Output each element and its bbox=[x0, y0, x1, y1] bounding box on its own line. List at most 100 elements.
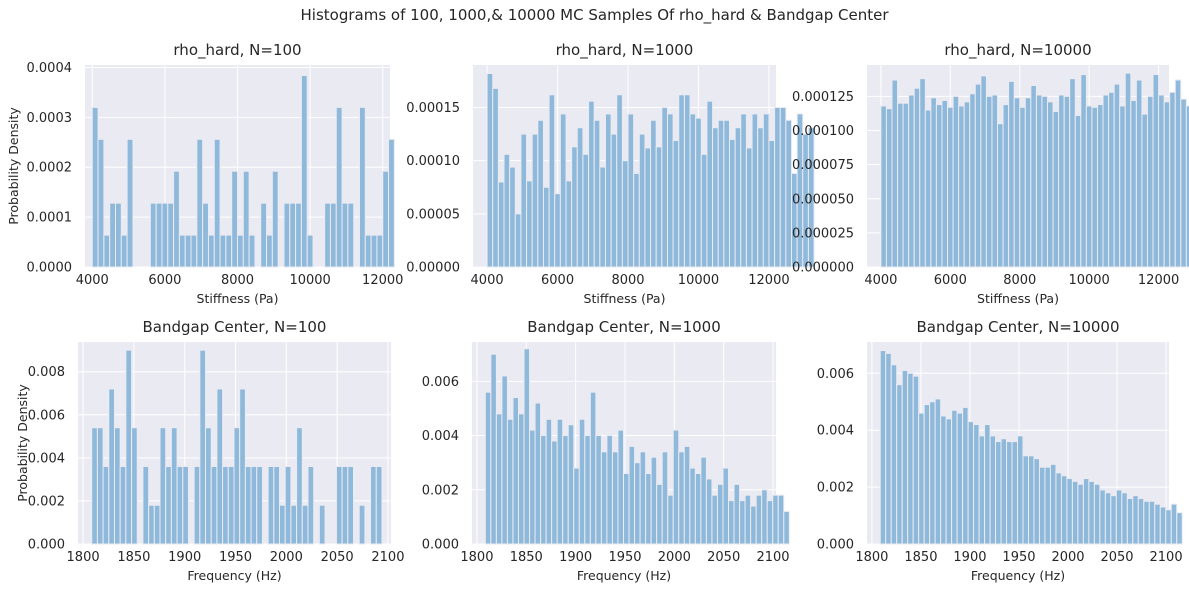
histogram-bar bbox=[231, 170, 238, 268]
histogram-bar bbox=[1060, 475, 1068, 545]
histogram-bar bbox=[683, 94, 691, 268]
histogram-bar bbox=[115, 202, 122, 268]
histogram-bar bbox=[683, 445, 691, 545]
y-tick-label: 0.0002 bbox=[27, 161, 73, 176]
histogram-bar bbox=[1110, 495, 1117, 545]
x-tick-label: 8000 bbox=[611, 273, 644, 288]
y-tick-label: 0.00005 bbox=[406, 207, 460, 222]
histogram-bar bbox=[222, 465, 229, 545]
subplot-title: rho_hard, N=100 bbox=[173, 41, 301, 60]
histogram-bar bbox=[347, 465, 355, 545]
histogram-bar bbox=[173, 170, 180, 268]
x-tick-label: 1900 bbox=[168, 550, 201, 565]
histogram-bar bbox=[1093, 483, 1101, 545]
histogram-bar bbox=[777, 494, 785, 545]
histogram-bar bbox=[271, 170, 279, 268]
histogram-bar bbox=[514, 213, 522, 268]
histogram-bar bbox=[908, 94, 915, 268]
histogram-bar bbox=[1085, 105, 1093, 268]
histogram-bar bbox=[573, 467, 580, 545]
histogram-bar bbox=[722, 467, 730, 545]
histogram-bar bbox=[995, 441, 1002, 545]
histogram-bar bbox=[167, 202, 175, 268]
histogram-bar bbox=[242, 170, 250, 268]
histogram-bar bbox=[227, 465, 235, 545]
histogram-bar bbox=[650, 119, 657, 268]
histogram-bar bbox=[126, 138, 134, 268]
histogram-bar bbox=[193, 465, 201, 545]
histogram-bar bbox=[554, 193, 561, 268]
histogram-bar bbox=[694, 473, 702, 545]
histogram-bar bbox=[324, 202, 331, 268]
histogram-bar bbox=[1017, 435, 1024, 545]
histogram-bar bbox=[1132, 495, 1139, 545]
y-tick-label: 0.00000 bbox=[406, 261, 460, 276]
histogram-bar bbox=[307, 465, 315, 545]
histogram-bar bbox=[1033, 458, 1040, 545]
histogram-bar bbox=[256, 465, 263, 545]
histogram-bar bbox=[244, 465, 252, 545]
histogram-bar bbox=[589, 391, 597, 545]
histogram-bar bbox=[517, 413, 525, 545]
histogram-bar bbox=[296, 427, 303, 545]
histogram-bar bbox=[1154, 503, 1161, 545]
histogram-bar bbox=[91, 106, 99, 268]
y-tick-label: 0.006 bbox=[817, 367, 854, 382]
histogram-bar bbox=[1146, 95, 1154, 268]
histogram-bar bbox=[639, 451, 647, 545]
histogram-bar bbox=[1124, 72, 1132, 268]
histogram-bar bbox=[205, 427, 212, 545]
histogram-bar bbox=[233, 427, 241, 545]
histogram-bar bbox=[879, 350, 887, 545]
histogram-bar bbox=[300, 74, 308, 268]
histogram-bar bbox=[341, 465, 349, 545]
histogram-bar bbox=[216, 388, 224, 545]
histogram-bar bbox=[779, 107, 787, 268]
histogram-bar bbox=[1169, 91, 1176, 268]
x-tick-label: 1950 bbox=[1002, 550, 1035, 565]
histogram-bar bbox=[237, 234, 244, 268]
histogram-bar bbox=[501, 375, 508, 545]
y-tick-label: 0.00010 bbox=[406, 154, 460, 169]
x-axis-label: Stiffness (Pa) bbox=[977, 291, 1059, 306]
histogram-bar bbox=[1141, 113, 1148, 268]
histogram-bar bbox=[562, 435, 569, 545]
x-tick-label: 1850 bbox=[510, 550, 543, 565]
histogram-bar bbox=[492, 87, 499, 268]
histogram-bar bbox=[951, 409, 958, 545]
histogram-bar bbox=[196, 138, 204, 268]
histogram-bar bbox=[279, 504, 286, 545]
histogram-bar bbox=[1115, 489, 1123, 545]
histogram-bar bbox=[956, 412, 964, 545]
x-tick-label: 4000 bbox=[76, 273, 109, 288]
histogram-bar bbox=[672, 139, 680, 268]
histogram-bar bbox=[1180, 98, 1187, 268]
histogram-bar bbox=[1126, 497, 1134, 545]
histogram-bar bbox=[176, 465, 184, 545]
histogram-bar bbox=[571, 146, 578, 268]
histogram-bar bbox=[984, 424, 991, 545]
y-tick-label: 0.000 bbox=[422, 538, 459, 553]
x-tick-label: 2050 bbox=[707, 550, 740, 565]
histogram-bar bbox=[923, 404, 931, 545]
subplot-title: rho_hard, N=10000 bbox=[944, 41, 1091, 60]
histogram-bar bbox=[102, 465, 110, 545]
histogram-bar bbox=[678, 451, 685, 545]
histogram-bar bbox=[934, 398, 942, 545]
histogram-bar bbox=[1022, 455, 1029, 545]
x-tick-label: 1950 bbox=[219, 550, 252, 565]
x-tick-label: 8000 bbox=[221, 273, 254, 288]
histogram-bar bbox=[768, 139, 776, 268]
x-tick-label: 4000 bbox=[864, 273, 897, 288]
histogram-bar bbox=[734, 127, 742, 268]
histogram-bar bbox=[980, 75, 987, 268]
subplot-6: 1800 1850 1900 1950 2000 2050 2100 0.000 0.002 0.… bbox=[817, 318, 1183, 583]
histogram-bar bbox=[295, 202, 302, 268]
histogram-bar bbox=[969, 93, 976, 268]
y-tick-label: 0.000 bbox=[817, 538, 854, 553]
y-tick-label: 0.000050 bbox=[792, 192, 854, 207]
x-axis-label: Stiffness (Pa) bbox=[197, 291, 279, 306]
x-tick-label: 6000 bbox=[541, 273, 574, 288]
histogram-bar bbox=[772, 494, 779, 545]
histogram-bar bbox=[388, 138, 395, 268]
